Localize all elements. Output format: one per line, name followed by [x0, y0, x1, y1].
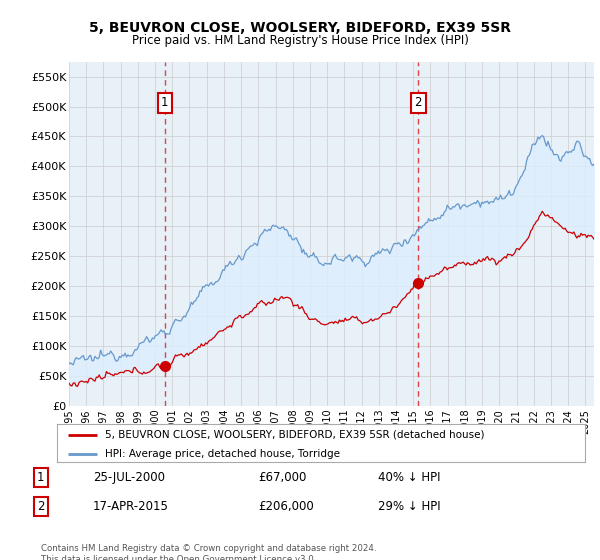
Text: 2: 2 — [415, 96, 422, 109]
Text: Price paid vs. HM Land Registry's House Price Index (HPI): Price paid vs. HM Land Registry's House … — [131, 34, 469, 46]
Text: 2: 2 — [37, 500, 44, 514]
Text: Contains HM Land Registry data © Crown copyright and database right 2024.
This d: Contains HM Land Registry data © Crown c… — [41, 544, 376, 560]
Text: 29% ↓ HPI: 29% ↓ HPI — [378, 500, 440, 514]
Text: 1: 1 — [161, 96, 169, 109]
Text: HPI: Average price, detached house, Torridge: HPI: Average price, detached house, Torr… — [104, 449, 340, 459]
Text: 40% ↓ HPI: 40% ↓ HPI — [378, 471, 440, 484]
Text: £206,000: £206,000 — [258, 500, 314, 514]
Text: £67,000: £67,000 — [258, 471, 307, 484]
Text: 5, BEUVRON CLOSE, WOOLSERY, BIDEFORD, EX39 5SR: 5, BEUVRON CLOSE, WOOLSERY, BIDEFORD, EX… — [89, 21, 511, 35]
Text: 1: 1 — [37, 471, 44, 484]
Text: 17-APR-2015: 17-APR-2015 — [93, 500, 169, 514]
Text: 25-JUL-2000: 25-JUL-2000 — [93, 471, 165, 484]
Text: 5, BEUVRON CLOSE, WOOLSERY, BIDEFORD, EX39 5SR (detached house): 5, BEUVRON CLOSE, WOOLSERY, BIDEFORD, EX… — [104, 430, 484, 440]
